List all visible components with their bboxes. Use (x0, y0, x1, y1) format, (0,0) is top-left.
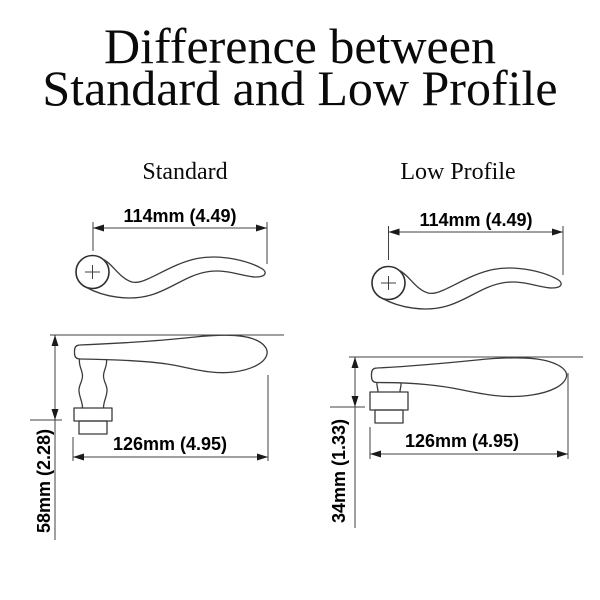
standard-height-label: 58mm (2.28) (34, 429, 54, 533)
arrow-right-icon (256, 224, 267, 232)
low-profile-top-width-label: 114mm (4.49) (419, 210, 532, 230)
neck-outline (376, 382, 402, 393)
lever-outline (85, 256, 266, 299)
low-profile-top-view: 114mm (4.49) (371, 210, 564, 310)
arrow-left-icon (388, 228, 400, 236)
low-profile-length-dimension: 126mm (4.95) (369, 373, 569, 459)
arrow-right-icon (552, 228, 563, 236)
standard-lever-top-drawing (75, 254, 266, 299)
arrow-up-icon (51, 335, 59, 346)
lever-outline (381, 267, 562, 310)
center-cross-icon (85, 265, 100, 279)
rosette-circle (75, 254, 110, 290)
collar-rect (369, 391, 409, 411)
standard-top-view: 114mm (4.49) (75, 206, 268, 299)
center-cross-icon (381, 276, 396, 290)
low-profile-column-heading: Low Profile (400, 159, 515, 185)
arrow-up-icon (351, 357, 359, 368)
low-profile-side-view: 34mm (1.33) 126mm (4.95) (329, 356, 583, 528)
low-profile-top-width-dimension: 114mm (4.49) (388, 210, 564, 275)
low-profile-height-label: 34mm (1.33) (329, 419, 349, 523)
arrow-left-icon (93, 224, 104, 232)
low-profile-length-label: 126mm (4.95) (405, 431, 519, 451)
arrow-left-icon (73, 453, 84, 461)
lever-paddle-outline (73, 334, 268, 374)
arrow-left-icon (370, 450, 381, 458)
low-profile-height-dimension: 34mm (1.33) (329, 356, 583, 528)
rosette-circle (371, 265, 406, 301)
neck-outline (78, 358, 108, 409)
low-profile-lever-side-drawing (369, 357, 568, 424)
arrow-right-icon (557, 450, 568, 458)
arrow-right-icon (257, 453, 268, 461)
arrow-down-icon (51, 409, 59, 420)
lever-paddle-outline (370, 357, 568, 398)
standard-top-width-label: 114mm (4.49) (123, 206, 236, 226)
standard-lever-side-drawing (73, 334, 268, 435)
standard-length-dimension: 126mm (4.95) (72, 375, 269, 461)
low-profile-lever-top-drawing (371, 265, 562, 310)
standard-side-view: 58mm (2.28) 126mm (4.95) (30, 334, 284, 540)
standard-column-heading: Standard (142, 159, 227, 185)
standard-top-width-dimension: 114mm (4.49) (92, 206, 268, 264)
page-title-line1: Difference between (104, 18, 496, 74)
spindle-rect (374, 409, 404, 424)
collar-rect (73, 407, 113, 422)
spindle-rect (78, 420, 108, 435)
standard-height-dimension: 58mm (2.28) (30, 334, 284, 540)
arrow-down-icon (351, 396, 359, 407)
page-title-line2: Standard and Low Profile (42, 60, 557, 116)
standard-length-label: 126mm (4.95) (113, 434, 227, 454)
